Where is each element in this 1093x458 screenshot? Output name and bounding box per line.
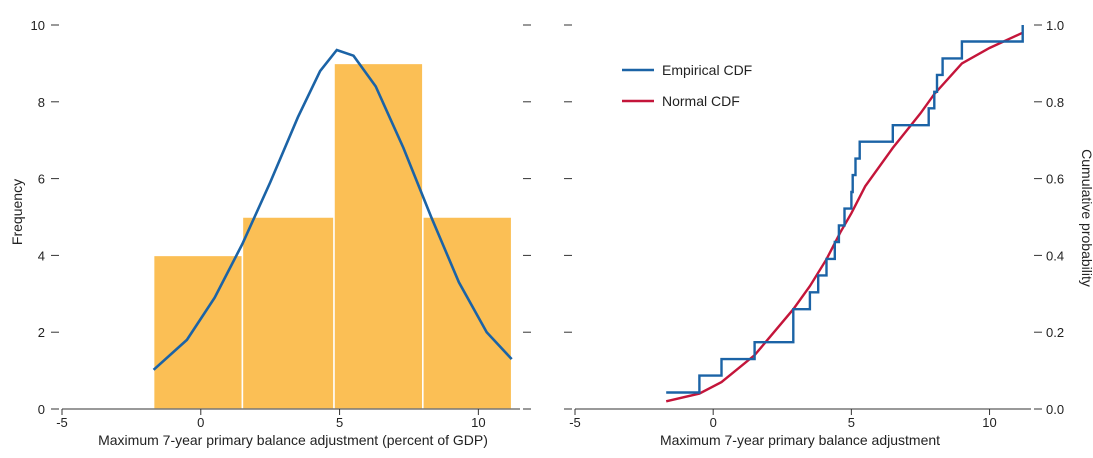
histogram-y-tick-label: 4 xyxy=(38,248,45,263)
cdf-y-tick-label: 0.8 xyxy=(1046,95,1064,110)
histogram-x-tick-label: 5 xyxy=(336,415,343,430)
cdf-x-tick-label: -5 xyxy=(569,415,581,430)
cdf-y-tick-label: 0.0 xyxy=(1046,402,1064,417)
histogram-axes: -5 0 5 10 0 2 4 6 8 10 xyxy=(31,18,531,430)
histogram-x-tick-label: -5 xyxy=(56,415,68,430)
legend-label-empirical: Empirical CDF xyxy=(662,62,752,78)
cdf-x-tick-label: 10 xyxy=(982,415,996,430)
cdf-y-tick-label: 0.6 xyxy=(1046,172,1064,187)
cdf-y-tick-label: 0.2 xyxy=(1046,325,1064,340)
histogram-y-tick-label: 8 xyxy=(38,95,45,110)
histogram-bar-4 xyxy=(422,216,513,410)
empirical-cdf-line xyxy=(666,25,1024,394)
normal-cdf-line xyxy=(665,31,1024,403)
cdf-legend: Empirical CDF Normal CDF xyxy=(622,62,752,109)
cdf-y-axis-label: Cumulative probability xyxy=(1079,149,1093,287)
cdf-y-tick-label: 0.4 xyxy=(1046,248,1064,263)
cdf-panel: -5 0 5 10 0.0 0.2 0.4 0.6 0.8 1.0 Empirical CDF N… xyxy=(564,18,1093,448)
cdf-x-tick-label: 0 xyxy=(710,415,717,430)
cdf-x-axis-label: Maximum 7-year primary balance adjustmen… xyxy=(660,432,940,448)
histogram-x-tick-label: 10 xyxy=(471,415,485,430)
cdf-y-tick-label: 1.0 xyxy=(1046,18,1064,33)
histogram-bar-2 xyxy=(241,216,335,410)
histogram-y-tick-label: 6 xyxy=(38,172,45,187)
cdf-x-tick-label: 5 xyxy=(848,415,855,430)
histogram-bar-3 xyxy=(333,62,424,410)
histogram-y-tick-label: 10 xyxy=(31,18,45,33)
histogram-bars xyxy=(152,62,513,410)
histogram-x-axis-label: Maximum 7-year primary balance adjustmen… xyxy=(98,432,488,448)
histogram-x-tick-label: 0 xyxy=(197,415,204,430)
normal-density-curve xyxy=(152,48,513,371)
histogram-y-axis-label: Frequency xyxy=(9,179,25,245)
histogram-panel: -5 0 5 10 0 2 4 6 8 10 Maximum 7-year primary bal… xyxy=(9,18,531,448)
histogram-bar-1 xyxy=(152,254,244,410)
cdf-axes: -5 0 5 10 0.0 0.2 0.4 0.6 0.8 1.0 xyxy=(564,18,1064,430)
histogram-y-tick-label: 0 xyxy=(38,402,45,417)
legend-label-normal: Normal CDF xyxy=(662,93,740,109)
histogram-y-tick-label: 2 xyxy=(38,325,45,340)
